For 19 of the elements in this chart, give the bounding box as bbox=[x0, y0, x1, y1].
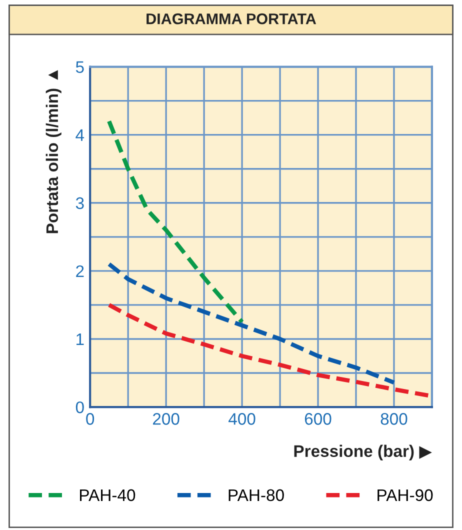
x-tick-label: 400 bbox=[228, 413, 256, 425]
x-axis-title: Pressione (bar) ▶ bbox=[294, 444, 432, 460]
y-tick-label: 3 bbox=[76, 197, 84, 210]
line-series bbox=[107, 119, 244, 324]
y-tick-label: 4 bbox=[76, 129, 84, 141]
chart-title: DIAGRAMMA PORTATA bbox=[146, 13, 316, 24]
y-axis-title: Portata olio (l/min) ▲ bbox=[46, 70, 62, 234]
x-tick-label: 0 bbox=[86, 413, 94, 425]
y-tick-label: 2 bbox=[76, 265, 84, 277]
x-tick-label: 600 bbox=[304, 413, 332, 425]
x-tick-label: 200 bbox=[153, 413, 180, 425]
legend-label: PAH-40 bbox=[80, 489, 136, 502]
y-tick-label: 1 bbox=[76, 334, 84, 346]
legend-label: PAH-90 bbox=[378, 489, 433, 502]
legend-label: PAH-80 bbox=[228, 489, 284, 502]
x-tick-label: 800 bbox=[380, 413, 408, 425]
y-tick-label: 0 bbox=[76, 401, 84, 414]
line-series bbox=[107, 262, 396, 385]
y-tick-label: 5 bbox=[76, 61, 84, 73]
